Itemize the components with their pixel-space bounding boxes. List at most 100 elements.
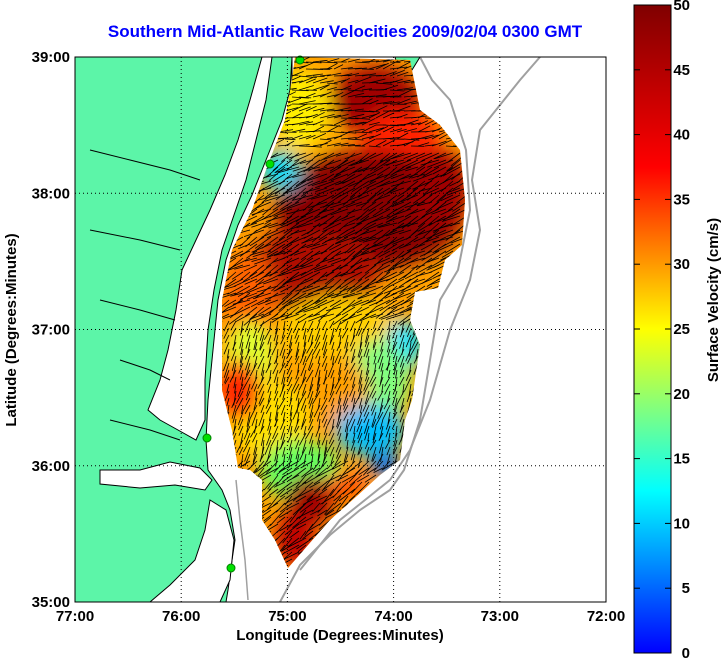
- velocity-vector: [314, 215, 328, 222]
- velocity-vector: [263, 222, 279, 229]
- velocity-vector: [276, 376, 279, 387]
- velocity-vector: [265, 264, 279, 276]
- y-tick-label: 37:00: [32, 322, 70, 339]
- velocity-vector: [276, 481, 293, 494]
- velocity-vector: [421, 250, 440, 261]
- velocity-vector: [287, 474, 300, 482]
- velocity-vector: [397, 348, 405, 363]
- velocity-vector: [398, 376, 405, 387]
- grid-lines: [75, 57, 606, 602]
- velocity-vector: [272, 201, 286, 211]
- velocity-vector: [364, 390, 370, 405]
- velocity-vector: [361, 135, 374, 140]
- velocity-vector: [295, 439, 300, 450]
- velocity-vector: [368, 78, 386, 84]
- velocity-vector: [456, 194, 465, 204]
- velocity-vector: [364, 334, 370, 348]
- velocity-vector: [302, 474, 314, 485]
- velocity-vector: [408, 166, 426, 180]
- velocity-vector: [378, 439, 384, 454]
- velocity-vector: [297, 544, 307, 553]
- velocity-vector: [252, 446, 258, 463]
- velocity-vector: [350, 355, 356, 364]
- velocity-vector: [319, 138, 332, 141]
- velocity-vector: [354, 117, 371, 120]
- velocity-vector: [302, 530, 314, 540]
- velocity-vector: [368, 110, 380, 113]
- velocity-vector: [445, 145, 457, 147]
- velocity-vector: [370, 397, 377, 412]
- velocity-vector: [252, 208, 265, 217]
- velocity-vector: [297, 271, 314, 281]
- velocity-vector: [273, 460, 286, 473]
- velocity-vector: [300, 187, 314, 197]
- velocity-vector: [339, 271, 356, 277]
- velocity-vector: [392, 390, 398, 405]
- velocity-vector: [372, 425, 377, 441]
- velocity-vector: [398, 250, 412, 259]
- velocity-vector: [237, 383, 244, 397]
- velocity-vector: [305, 92, 316, 98]
- velocity-vector: [347, 108, 364, 112]
- velocity-vector: [270, 152, 286, 159]
- velocity-vector: [287, 320, 293, 332]
- velocity-vector: [363, 460, 377, 476]
- velocity-vector: [292, 173, 307, 178]
- velocity-vector: [342, 292, 356, 298]
- velocity-vector: [393, 362, 398, 376]
- velocity-vector: [326, 460, 335, 470]
- velocity-vector: [263, 453, 272, 466]
- velocity-vector: [410, 341, 419, 357]
- velocity-vector: [398, 222, 419, 229]
- velocity-vector: [394, 194, 412, 206]
- velocity-vector: [278, 229, 293, 241]
- velocity-vector: [326, 102, 340, 105]
- velocity-vector: [385, 292, 405, 305]
- velocity-vector: [394, 159, 412, 167]
- velocity-vector: [336, 250, 349, 256]
- velocity-vector: [336, 418, 342, 429]
- y-axis-label: Latitude (Degrees:Minutes): [3, 233, 20, 426]
- velocity-vector: [363, 257, 377, 262]
- velocity-vector: [286, 208, 307, 215]
- velocity-vector: [384, 383, 391, 395]
- velocity-vector: [362, 180, 377, 189]
- velocity-vector: [350, 369, 356, 381]
- velocity-vector: [280, 285, 293, 293]
- velocity-vector: [249, 362, 258, 377]
- velocity-vector: [299, 502, 314, 513]
- velocity-vector: [373, 229, 391, 245]
- velocity-vector: [370, 376, 377, 387]
- velocity-vector: [408, 383, 412, 397]
- velocity-vector: [315, 187, 328, 192]
- velocity-vector: [336, 229, 356, 241]
- velocity-vector: [357, 292, 370, 299]
- velocity-vector: [281, 460, 300, 472]
- velocity-vector: [327, 362, 335, 378]
- velocity-vector: [280, 425, 286, 440]
- velocity-vector: [302, 355, 307, 366]
- velocity-vector: [240, 460, 251, 468]
- velocity-vector: [315, 495, 328, 502]
- velocity-vector: [304, 474, 321, 485]
- velocity-vector: [282, 390, 286, 400]
- velocity-vector: [403, 128, 418, 133]
- velocity-vector: [239, 369, 244, 380]
- velocity-vector: [378, 313, 391, 320]
- velocity-vector: [427, 215, 440, 226]
- velocity-vector: [396, 89, 412, 98]
- x-tick-label: 72:00: [587, 608, 625, 625]
- velocity-vector: [282, 411, 286, 422]
- velocity-vector: [389, 69, 405, 77]
- velocity-vector: [301, 299, 314, 308]
- velocity-vector: [358, 369, 363, 385]
- velocity-vector: [354, 133, 368, 140]
- velocity-vector: [313, 278, 328, 283]
- velocity-vector: [298, 121, 314, 126]
- velocity-vector: [265, 460, 279, 474]
- velocity-vector: [388, 299, 405, 310]
- velocity-vector: [347, 121, 365, 126]
- velocity-vector: [295, 194, 307, 204]
- velocity-vector: [329, 243, 342, 251]
- velocity-vector: [354, 67, 367, 70]
